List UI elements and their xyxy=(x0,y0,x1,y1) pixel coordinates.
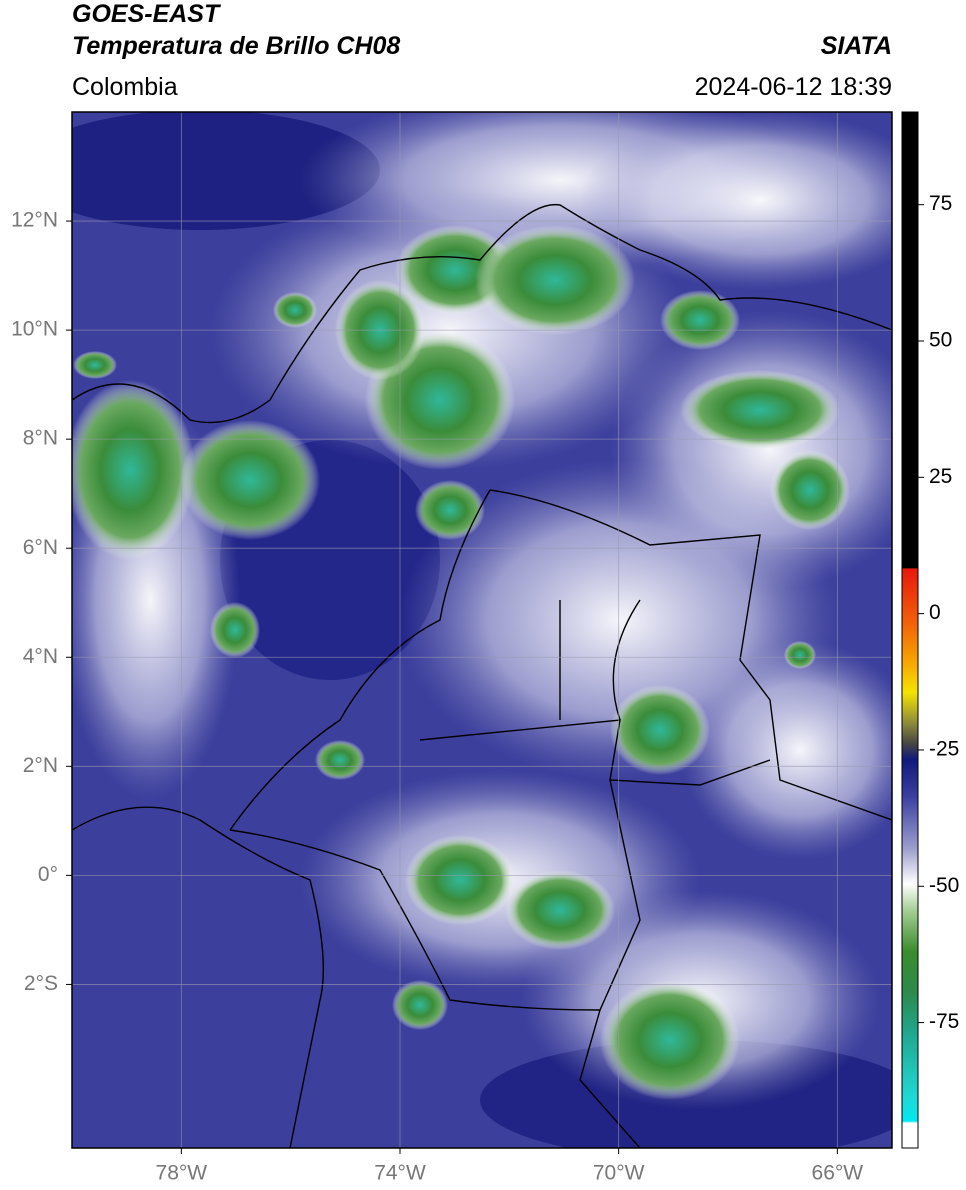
source: SIATA xyxy=(821,32,892,60)
y-tick-label: 2°S xyxy=(24,972,58,995)
satellite-image xyxy=(72,112,892,1148)
x-tick-label: 66°W xyxy=(812,1162,864,1185)
map-frame xyxy=(71,111,893,1149)
colorbar-tick-label: -25 xyxy=(929,738,959,761)
y-tick-label: 8°N xyxy=(23,427,58,450)
colorbar xyxy=(901,111,919,1149)
x-tick-label: 74°W xyxy=(374,1162,426,1185)
datetime: 2024-06-12 18:39 xyxy=(695,73,892,101)
colorbar-tick-label: 75 xyxy=(929,192,952,215)
colorbar-tick-label: 50 xyxy=(929,329,952,352)
y-tick-label: 2°N xyxy=(23,754,58,777)
colorbar-tick-label: 0 xyxy=(929,601,941,624)
colorbar-tick-label: -50 xyxy=(929,874,959,897)
title-line2: Temperatura de Brillo CH08 xyxy=(72,32,400,60)
colorbar-tick-label: 25 xyxy=(929,465,952,488)
y-tick-label: 10°N xyxy=(11,318,58,341)
y-tick-label: 12°N xyxy=(11,209,58,232)
x-tick-label: 78°W xyxy=(156,1162,208,1185)
y-tick-label: 0° xyxy=(38,863,58,886)
x-tick-label: 70°W xyxy=(593,1162,645,1185)
y-tick-label: 6°N xyxy=(23,536,58,559)
colorbar-tick-label: -75 xyxy=(929,1010,959,1033)
region: Colombia xyxy=(72,73,178,101)
grid xyxy=(72,112,892,1148)
title-line1: GOES-EAST xyxy=(72,0,222,28)
y-tick-label: 4°N xyxy=(23,645,58,668)
